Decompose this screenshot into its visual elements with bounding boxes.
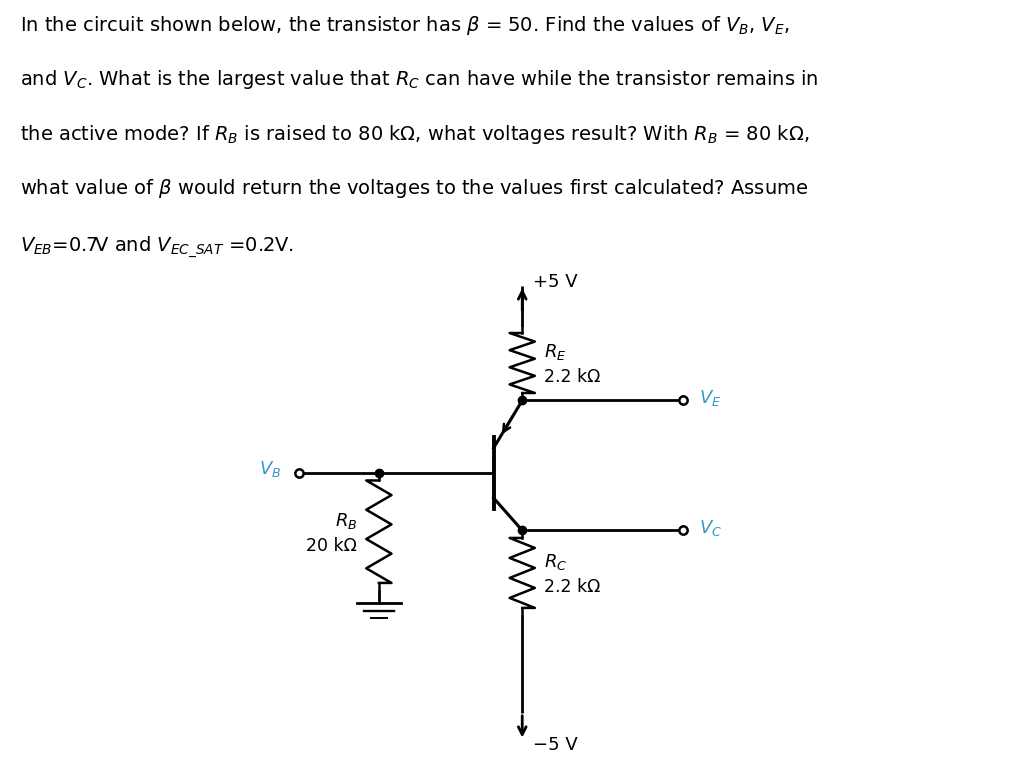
Text: $V_B$: $V_B$ (259, 459, 282, 479)
Text: +5 V: +5 V (532, 273, 578, 291)
Text: and $V_C$. What is the largest value that $R_C$ can have while the transistor re: and $V_C$. What is the largest value tha… (20, 69, 818, 91)
Text: $R_B$: $R_B$ (335, 511, 357, 531)
Text: $V_E$: $V_E$ (698, 388, 721, 408)
Text: what value of $\beta$ would return the voltages to the values first calculated? : what value of $\beta$ would return the v… (20, 177, 809, 200)
Text: 20 kΩ: 20 kΩ (306, 537, 357, 555)
Text: −5 V: −5 V (532, 736, 578, 754)
Text: $R_C$: $R_C$ (544, 552, 567, 572)
Text: 2.2 kΩ: 2.2 kΩ (544, 368, 600, 386)
Text: $V_{EB}$=0.7V and $V_{EC\_SAT}$ =0.2V.: $V_{EB}$=0.7V and $V_{EC\_SAT}$ =0.2V. (20, 235, 294, 260)
Text: 2.2 kΩ: 2.2 kΩ (544, 578, 600, 596)
Text: In the circuit shown below, the transistor has $\beta$ = 50. Find the values of : In the circuit shown below, the transist… (20, 14, 790, 37)
Text: the active mode? If $R_B$ is raised to 80 kΩ, what voltages result? With $R_B$ =: the active mode? If $R_B$ is raised to 8… (20, 123, 810, 145)
Text: $R_E$: $R_E$ (544, 342, 566, 362)
Text: $V_C$: $V_C$ (698, 518, 722, 538)
